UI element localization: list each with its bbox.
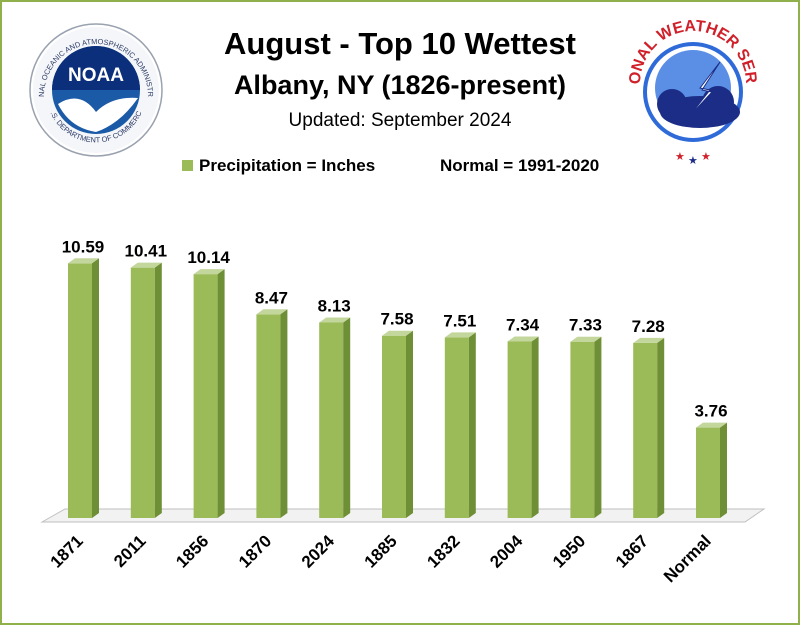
bar-top-1870 (256, 309, 288, 315)
bar-top-2024 (319, 317, 351, 323)
chart-subtitle: Albany, NY (1826-present) (233, 70, 567, 100)
bar-2004 (507, 341, 532, 518)
legend-series-label: Precipitation = Inches (199, 156, 376, 175)
x-tick-label-1832: 1832 (423, 531, 463, 571)
x-tick-label-1950: 1950 (549, 531, 589, 571)
svg-text:★: ★ (675, 150, 685, 163)
bar-1870 (256, 314, 281, 518)
bar-side-1950 (594, 336, 602, 518)
chart-updated-text: Updated: September 2024 (288, 110, 512, 131)
bar-top-1856 (193, 269, 225, 275)
x-tick-label-1871: 1871 (47, 531, 87, 571)
bar-side-1885 (406, 330, 413, 518)
bar-top-1950 (570, 336, 602, 342)
x-tick-label-1867: 1867 (612, 531, 652, 571)
data-label-1870: 8.47 (255, 288, 288, 307)
x-tick-label-2024: 2024 (298, 531, 339, 572)
bar-1950 (570, 341, 595, 518)
bar-top-Normal (696, 422, 727, 428)
data-label-1856: 10.14 (187, 248, 230, 267)
data-label-1885: 7.58 (380, 310, 413, 329)
noaa-logo-text: NOAA (68, 65, 124, 86)
chart-title: August - Top 10 Wettest (224, 26, 576, 61)
data-label-1867: 7.28 (632, 317, 665, 336)
data-label-Normal: 3.76 (694, 402, 727, 421)
bar-side-1870 (280, 309, 288, 518)
bar-side-1856 (217, 269, 225, 518)
legend-normal-label: Normal = 1991-2020 (440, 156, 600, 175)
x-tick-label-1856: 1856 (172, 531, 212, 571)
bar-2011 (130, 267, 155, 518)
data-label-2024: 8.13 (318, 296, 351, 315)
data-label-2004: 7.34 (506, 315, 540, 334)
bar-1832 (444, 337, 469, 518)
bar-top-2004 (507, 336, 539, 342)
data-label-2011: 10.41 (125, 242, 168, 261)
svg-text:★: ★ (688, 154, 698, 167)
bar-side-1832 (468, 332, 476, 518)
bar-top-1871 (68, 258, 99, 264)
bar-side-Normal (720, 422, 727, 518)
bar-Normal (696, 427, 720, 518)
x-tick-label-2011: 2011 (110, 531, 150, 571)
data-label-1950: 7.33 (569, 316, 602, 335)
data-label-1871: 10.59 (62, 237, 105, 256)
x-tick-label-Normal: Normal (660, 531, 715, 586)
bar-side-2011 (154, 262, 162, 518)
svg-text:★: ★ (701, 150, 711, 163)
bar-side-2024 (343, 317, 351, 518)
legend-swatch (182, 160, 193, 171)
bar-side-2004 (531, 336, 539, 518)
bar-top-2011 (130, 262, 162, 268)
data-label-1832: 7.51 (443, 311, 476, 330)
x-tick-label-1870: 1870 (235, 531, 275, 571)
bar-top-1885 (382, 330, 413, 336)
bar-1885 (382, 335, 406, 518)
bar-1867 (633, 342, 658, 518)
x-tick-label-1885: 1885 (361, 531, 401, 571)
bar-1856 (193, 274, 218, 518)
bar-side-1871 (92, 258, 99, 518)
bar-2024 (319, 322, 344, 518)
bar-side-1867 (657, 337, 665, 518)
bar-1871 (68, 263, 92, 518)
x-tick-label-2004: 2004 (486, 531, 527, 572)
bar-top-1867 (633, 337, 665, 343)
bars-group: 10.59 1871 10.41 2011 10.14 1856 8.47 1870 8.13 2… (47, 237, 728, 586)
bar-top-1832 (444, 332, 476, 338)
